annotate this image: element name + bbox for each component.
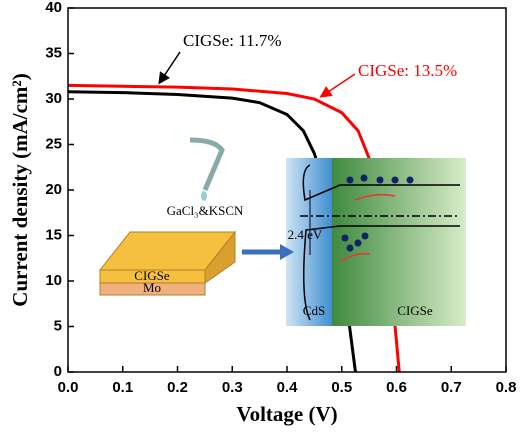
- dropper: [189, 137, 225, 191]
- red-arrow: [339, 252, 371, 263]
- y-tick-label: 5: [54, 317, 62, 334]
- y-tick-label: 20: [45, 181, 62, 198]
- x-tick-label: 0.6: [386, 379, 407, 396]
- x-tick-label: 0.5: [331, 379, 352, 396]
- x-tick-label: 0.2: [167, 379, 188, 396]
- band-edge: [303, 225, 460, 321]
- inset: 2.4 eV CdS CIGSe CIGSe Mo GaCl₃&KSCN: [98, 137, 466, 326]
- carriers: [341, 174, 414, 252]
- x-tick-label: 0.8: [496, 379, 517, 396]
- y-tick-label: 10: [45, 272, 62, 289]
- y-tick-label: 30: [45, 90, 62, 107]
- annotation-arrow: [319, 73, 356, 98]
- inset-label: CIGSe: [397, 303, 433, 318]
- mo-layer: [99, 282, 206, 296]
- process-arrowhead: [280, 244, 294, 260]
- annotation-arrow: [158, 51, 181, 85]
- cigse-region: [332, 158, 466, 326]
- x-tick-label: 0.3: [222, 379, 243, 396]
- series-label: CIGSe: 13.5%: [358, 61, 457, 80]
- y-tick-label: 0: [54, 363, 62, 380]
- inset-label: CdS: [303, 303, 325, 318]
- x-tick-label: 0.0: [58, 379, 79, 396]
- y-tick-label: 15: [45, 226, 62, 243]
- x-tick-label: 0.1: [112, 379, 133, 396]
- red-arrow: [354, 193, 396, 201]
- series-label: CIGSe: 11.7%: [183, 31, 282, 50]
- inset-label: GaCl₃&KSCN: [167, 203, 244, 218]
- y-tick-label: 35: [45, 44, 62, 61]
- inset-label: Mo: [143, 280, 161, 295]
- y-tick-label: 40: [45, 0, 62, 16]
- band-edge: [302, 164, 460, 202]
- inset-label: CIGSe: [134, 268, 170, 283]
- drop: [201, 191, 207, 201]
- y-tick-label: 25: [45, 135, 62, 152]
- y-axis-label: Current density (mA/cm²): [8, 73, 32, 306]
- inset-label: 2.4 eV: [288, 227, 323, 242]
- x-tick-label: 0.7: [441, 379, 462, 396]
- cds-region: [286, 158, 332, 326]
- x-axis-label: Voltage (V): [236, 402, 337, 426]
- x-tick-label: 0.4: [277, 379, 299, 396]
